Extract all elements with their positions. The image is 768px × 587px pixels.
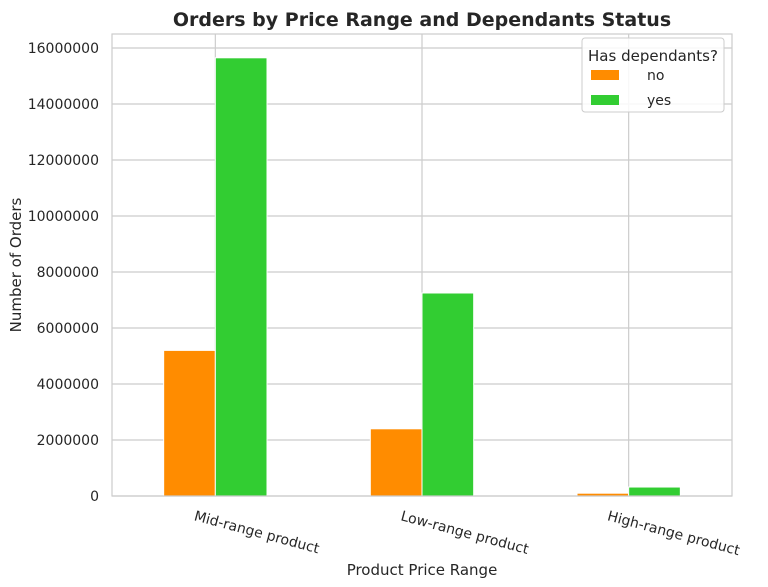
legend-swatch-yes — [591, 95, 619, 105]
x-axis-title: Product Price Range — [347, 561, 498, 579]
x-tick-labels: Mid-range product Low-range product High-r… — [192, 508, 742, 559]
y-axis-title: Number of Orders — [7, 197, 25, 332]
legend-label-yes: yes — [647, 93, 671, 109]
y-tick-label: 10000000 — [28, 209, 99, 225]
bar-yes-1 — [421, 292, 475, 497]
bar-yes-0 — [214, 57, 268, 497]
legend-label-no: no — [647, 68, 664, 84]
bar-yes-2 — [628, 486, 681, 497]
y-tick-labels: 0 2000000 4000000 6000000 8000000 10000000 120… — [28, 41, 99, 505]
x-tick-label: High-range product — [606, 508, 742, 559]
y-tick-label: 4000000 — [37, 377, 99, 393]
y-tick-label: 8000000 — [37, 265, 99, 281]
x-tick-label: Low-range product — [399, 508, 531, 558]
y-tick-label: 16000000 — [28, 41, 99, 57]
plot-frame — [111, 33, 733, 497]
x-tick-label: Mid-range product — [192, 508, 321, 557]
y-tick-label: 0 — [90, 489, 99, 505]
y-tick-label: 2000000 — [37, 433, 99, 449]
legend: Has dependants? no yes — [581, 37, 725, 113]
bars — [163, 57, 681, 497]
legend-box — [581, 37, 725, 113]
y-tick-label: 12000000 — [28, 153, 99, 169]
bar-no-1 — [369, 428, 423, 497]
bar-no-0 — [163, 349, 216, 497]
legend-items: no yes — [591, 68, 671, 109]
legend-title: Has dependants? — [588, 47, 718, 65]
legend-swatch-no — [591, 70, 619, 80]
y-tick-label: 14000000 — [28, 97, 99, 113]
y-tick-label: 6000000 — [37, 321, 99, 337]
chart-title: Orders by Price Range and Dependants Sta… — [173, 9, 671, 31]
